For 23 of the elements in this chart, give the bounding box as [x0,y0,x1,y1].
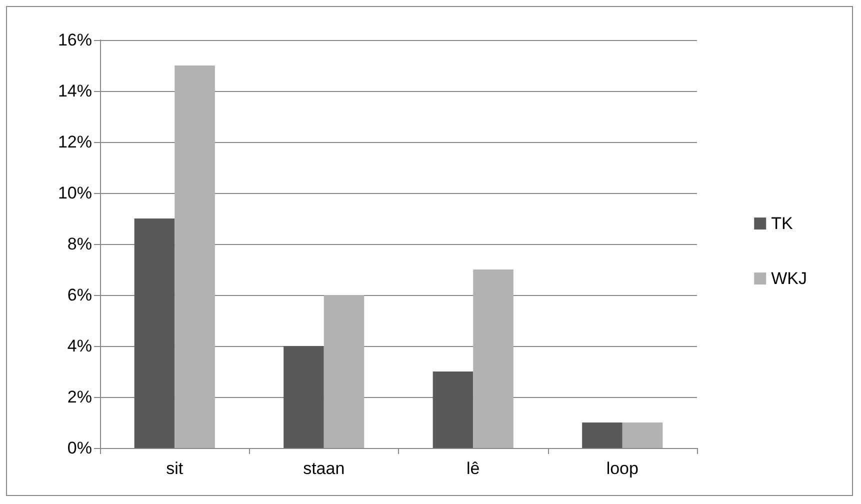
x-tick-label: loop [606,459,638,478]
y-tick-label: 16% [58,30,92,50]
x-tick-label: staan [303,459,345,478]
bar [473,270,514,448]
y-tick-label: 8% [67,234,92,254]
y-tick-label: 6% [67,286,92,304]
bar [432,372,474,448]
bar [582,422,622,448]
bar [134,218,175,448]
y-tick-label: 12% [58,132,92,152]
y-tick-label: 0% [67,438,92,458]
x-tick-label: sit [166,459,184,478]
bar [284,346,324,448]
bar [622,422,663,448]
y-tick-label: 4% [67,336,92,356]
y-tick-label: 2% [67,388,92,406]
x-tick-label: lê [466,459,480,478]
bar [324,295,364,448]
y-tick-label: 10% [58,184,92,202]
bar [174,66,215,448]
legend-label: TK [771,214,794,233]
legend-label: WKJ [771,269,808,288]
y-tick-label: 14% [58,82,92,100]
